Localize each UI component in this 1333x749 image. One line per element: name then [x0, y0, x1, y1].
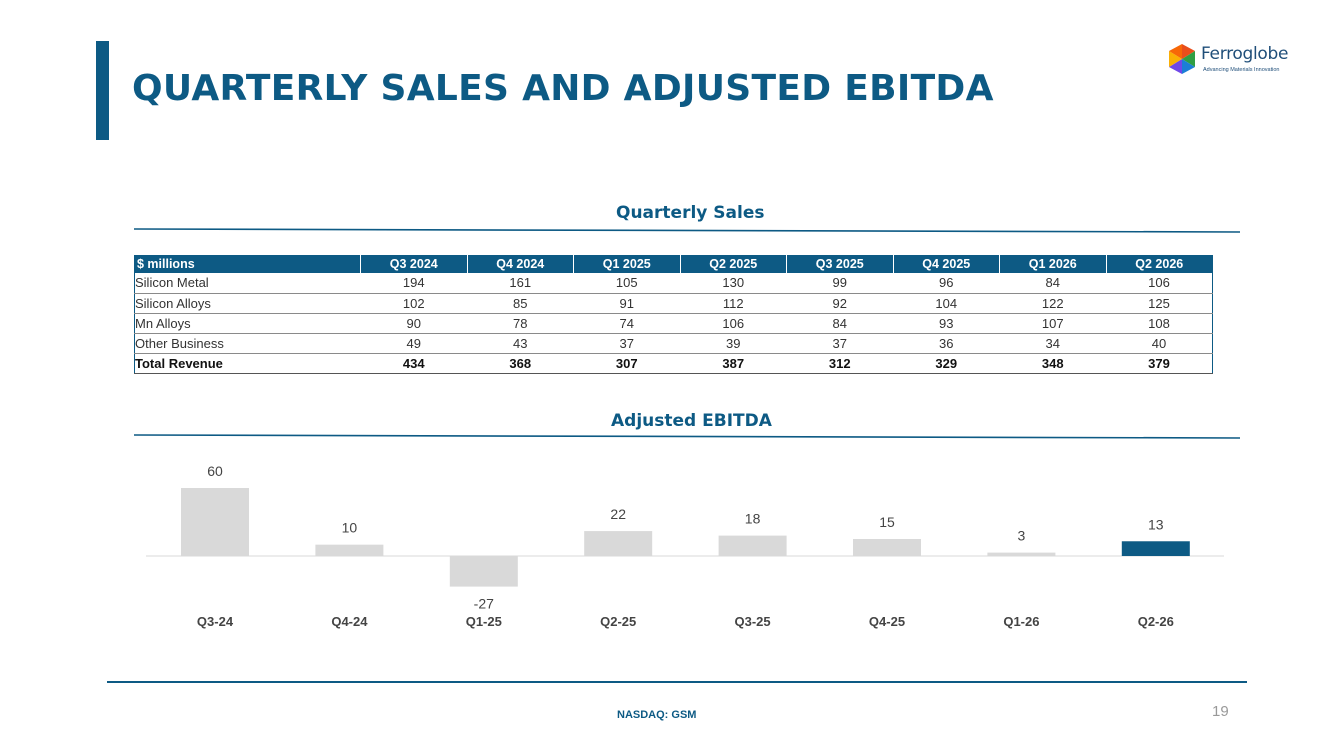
table-cell: 307 [573, 353, 680, 374]
table-cell: 105 [573, 273, 680, 294]
table-cell: 434 [360, 353, 467, 374]
table-cell: 122 [999, 293, 1106, 314]
quarterly-sales-table: $ millions Q3 2024 Q4 2024 Q1 2025 Q2 20… [134, 255, 1213, 374]
title-accent-bar [96, 41, 109, 140]
table-cell: 85 [467, 293, 574, 314]
table-cell: 49 [360, 333, 467, 354]
table-total-row: Total Revenue 434 368 307 387 312 329 34… [134, 353, 1213, 374]
table-cell: 108 [1106, 313, 1213, 334]
table-header-cell: Q2 2026 [1106, 255, 1213, 273]
table-cell: 37 [786, 333, 893, 354]
table-cell: 329 [893, 353, 1000, 374]
ebitda-title-rule [133, 434, 1241, 439]
table-cell: 387 [680, 353, 787, 374]
table-cell: 78 [467, 313, 574, 334]
logo-tagline: Advancing Materials Innovation [1203, 67, 1280, 73]
table-header-row: $ millions Q3 2024 Q4 2024 Q1 2025 Q2 20… [134, 255, 1213, 273]
table-cell: 84 [786, 313, 893, 334]
table-cell: 84 [999, 273, 1106, 294]
table-cell: 96 [893, 273, 1000, 294]
row-label: Other Business [134, 333, 361, 354]
table-cell: 40 [1106, 333, 1213, 354]
table-cell: 34 [999, 333, 1106, 354]
table-cell: 107 [999, 313, 1106, 334]
table-header-cell: Q4 2025 [893, 255, 1000, 273]
table-row: Other Business 49 43 37 39 37 36 34 40 [134, 333, 1213, 354]
page-title: QUARTERLY SALES AND ADJUSTED EBITDA [132, 68, 994, 109]
logo-name: Ferroglobe [1201, 44, 1289, 64]
sales-title-rule [133, 228, 1241, 233]
table-header-cell: Q3 2025 [786, 255, 894, 273]
table-cell: 74 [573, 313, 680, 334]
table-cell: 130 [680, 273, 787, 294]
table-cell: 99 [786, 273, 893, 294]
table-header-cell: Q3 2024 [360, 255, 468, 273]
table-cell: 90 [360, 313, 467, 334]
table-cell: 104 [893, 293, 1000, 314]
row-label: Total Revenue [134, 353, 361, 374]
table-row: Mn Alloys 90 78 74 106 84 93 107 108 [134, 313, 1213, 334]
page-number: 19 [1212, 703, 1229, 720]
ebitda-chart-title: Adjusted EBITDA [611, 411, 772, 431]
row-label: Silicon Metal [134, 273, 361, 294]
table-cell: 125 [1106, 293, 1213, 314]
table-cell: 93 [893, 313, 1000, 334]
table-cell: 102 [360, 293, 467, 314]
table-header-cell: $ millions [134, 255, 361, 273]
footer-rule [107, 681, 1247, 683]
table-cell: 92 [786, 293, 893, 314]
table-row: Silicon Alloys 102 85 91 112 92 104 122 … [134, 293, 1213, 314]
table-cell: 379 [1106, 353, 1213, 374]
row-label: Silicon Alloys [134, 293, 361, 314]
table-cell: 348 [999, 353, 1106, 374]
table-cell: 161 [467, 273, 574, 294]
table-cell: 106 [680, 313, 787, 334]
table-row: Silicon Metal 194 161 105 130 99 96 84 1… [134, 273, 1213, 294]
table-header-cell: Q2 2025 [680, 255, 787, 273]
table-cell: 112 [680, 293, 787, 314]
table-cell: 106 [1106, 273, 1213, 294]
table-cell: 43 [467, 333, 574, 354]
table-header-cell: Q4 2024 [467, 255, 574, 273]
footer-ticker: NASDAQ: GSM [617, 709, 697, 721]
row-label: Mn Alloys [134, 313, 361, 334]
table-header-cell: Q1 2026 [999, 255, 1107, 273]
table-cell: 312 [786, 353, 893, 374]
quarterly-sales-title: Quarterly Sales [616, 203, 765, 223]
table-header-cell: Q1 2025 [573, 255, 681, 273]
ferroglobe-logo: Ferroglobe Advancing Materials Innovatio… [1166, 43, 1296, 77]
table-cell: 39 [680, 333, 787, 354]
table-cell: 36 [893, 333, 1000, 354]
globe-logo-icon [1169, 44, 1195, 74]
table-cell: 37 [573, 333, 680, 354]
table-cell: 91 [573, 293, 680, 314]
table-cell: 194 [360, 273, 467, 294]
table-cell: 368 [467, 353, 574, 374]
